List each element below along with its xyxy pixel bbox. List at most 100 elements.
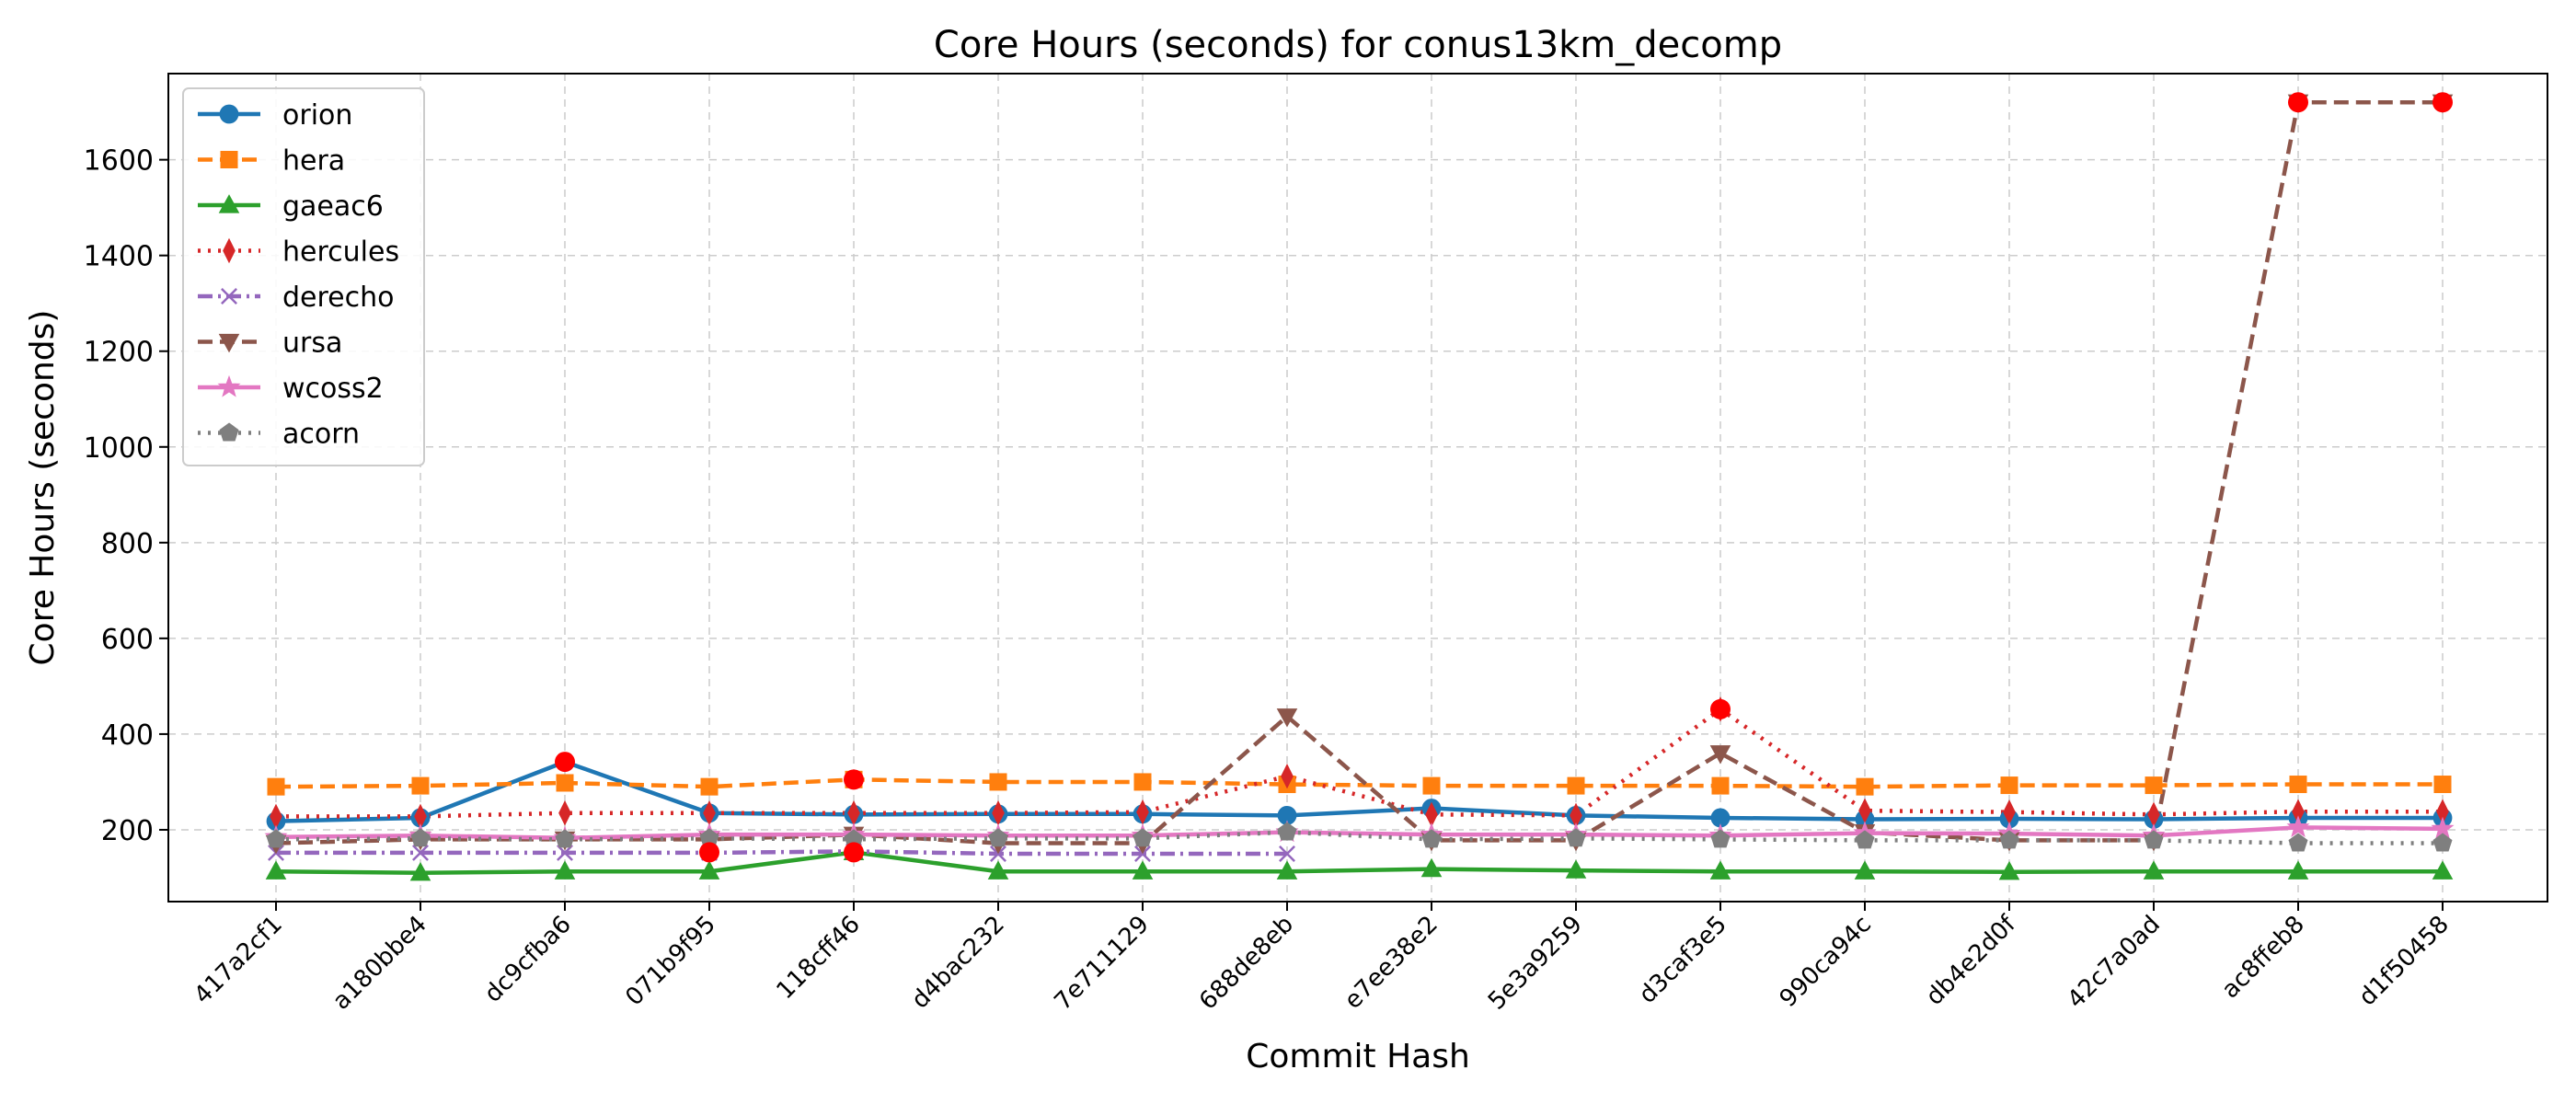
legend-marker-wcoss2 (217, 374, 241, 397)
highlight-point (2288, 92, 2308, 113)
legend: orion hera gaeac6 hercules derecho ursa wcoss2… (182, 87, 425, 466)
highlight-point (699, 842, 719, 863)
x-axis: 417a2cf1 a180bbe4 dc9cfba6 071b9f95 118cff46… (189, 902, 2455, 1016)
legend-marker-hercules (223, 237, 236, 264)
series-line-derecho (276, 849, 1287, 857)
data-point-acorn (1421, 829, 1442, 848)
y-tick-label: 1600 (84, 145, 154, 178)
series-line-hera (275, 777, 2443, 789)
data-point-acorn (1566, 828, 1586, 847)
x-tick-label: d3caf3e5 (1634, 911, 1732, 1009)
data-point-acorn (410, 828, 431, 847)
data-point-acorn (555, 829, 575, 848)
plot-frame (167, 73, 2548, 903)
data-point-ursa (1276, 708, 1298, 728)
series-line-acorn (275, 830, 2443, 845)
x-tick-label: 071b9f95 (620, 911, 721, 1012)
data-point-derecho (412, 844, 429, 861)
x-tick-label: 7e711129 (1050, 911, 1155, 1016)
x-tick-label: 990ca94c (1775, 911, 1877, 1013)
data-point-gaeac6 (1854, 860, 1876, 880)
data-point-hera (989, 773, 1007, 791)
highlight-point (844, 842, 864, 863)
data-point-gaeac6 (698, 860, 720, 880)
legend-label-gaeac6: gaeac6 (282, 190, 384, 223)
data-point-acorn (1710, 829, 1731, 848)
y-tick-label: 600 (101, 624, 154, 656)
y-tick-label: 1200 (84, 337, 154, 369)
chart-title: Core Hours (seconds) for conus13km_decom… (934, 24, 1782, 66)
x-tick-label: 5e3a9259 (1483, 911, 1588, 1016)
data-point-hera (2433, 776, 2452, 794)
data-point-derecho (1279, 845, 1295, 862)
highlight-point (2432, 92, 2453, 113)
series-line-orion (275, 759, 2443, 823)
legend-label-orion: orion (282, 99, 352, 132)
data-point-gaeac6 (1709, 860, 1731, 880)
x-axis-label: Commit Hash (1246, 1038, 1470, 1075)
x-tick-label: db4e2d0f (1921, 910, 2022, 1011)
legend-label-hera: hera (282, 145, 345, 178)
series-lines (275, 99, 2444, 876)
data-point-hera (267, 777, 285, 796)
legend-frame (182, 87, 425, 466)
data-point-gaeac6 (265, 860, 287, 880)
x-tick-label: d4bac232 (906, 911, 1010, 1015)
data-point-hera (1133, 773, 1152, 791)
data-point-gaeac6 (987, 860, 1009, 880)
legend-label-ursa: ursa (282, 328, 342, 360)
data-point-gaeac6 (1420, 857, 1443, 878)
data-point-hera (2145, 776, 2163, 795)
y-tick-label: 1000 (84, 432, 154, 465)
data-point-hera (2289, 776, 2307, 794)
x-tick-label: d1f50458 (2353, 911, 2455, 1012)
y-tick-label: 800 (101, 528, 154, 560)
legend-label-hercules: hercules (282, 236, 399, 269)
data-point-hera (700, 777, 719, 796)
x-tick-label: a180bbe4 (328, 911, 432, 1016)
data-point-acorn (2288, 833, 2308, 852)
x-tick-label: ac8ffeb8 (2216, 911, 2310, 1005)
data-point-hercules (1281, 763, 1294, 789)
legend-marker-orion (219, 104, 239, 124)
data-point-gaeac6 (2432, 860, 2454, 880)
data-point-ursa (1709, 745, 1731, 765)
grid-lines (168, 74, 2547, 902)
series-line-wcoss2 (275, 825, 2444, 841)
data-point-hercules (558, 800, 571, 826)
data-point-gaeac6 (1276, 860, 1298, 880)
highlight-points (555, 92, 2453, 863)
data-point-gaeac6 (1998, 860, 2020, 880)
data-point-gaeac6 (2287, 860, 2309, 880)
highlight-point (555, 752, 575, 773)
legend-marker-ursa (218, 333, 240, 353)
series-line-gaeac6 (275, 850, 2443, 876)
data-point-acorn (1855, 830, 1875, 849)
x-tick-label: 42c7a0ad (2063, 911, 2166, 1014)
data-point-hera (1711, 776, 1730, 795)
x-tick-label: e7ee38e2 (1340, 911, 1443, 1015)
data-point-derecho (557, 844, 573, 861)
x-tick-label: 688de8eb (1194, 911, 1299, 1016)
data-point-acorn (2144, 830, 2164, 849)
legend-marker-hera (220, 151, 238, 168)
y-tick-label: 400 (101, 719, 154, 752)
y-tick-label: 1400 (84, 241, 154, 273)
y-axis: 200 400 600 800 1000 1200 1400 1600 (84, 145, 168, 847)
legend-label-wcoss2: wcoss2 (282, 373, 384, 405)
legend-label-acorn: acorn (282, 419, 360, 451)
data-point-hera (2000, 776, 2018, 795)
data-point-gaeac6 (409, 861, 431, 881)
series-line-hercules (276, 707, 2443, 819)
data-point-wcoss2 (2286, 815, 2310, 838)
series-line-ursa (275, 99, 2443, 845)
data-point-gaeac6 (1565, 859, 1587, 879)
data-point-acorn (2432, 833, 2453, 852)
data-point-acorn (266, 829, 286, 848)
x-tick-label: dc9cfba6 (479, 911, 577, 1008)
data-point-hera (1422, 776, 1441, 795)
highlight-point (844, 769, 864, 790)
data-point-hera (411, 776, 430, 795)
data-point-acorn (1133, 828, 1153, 847)
